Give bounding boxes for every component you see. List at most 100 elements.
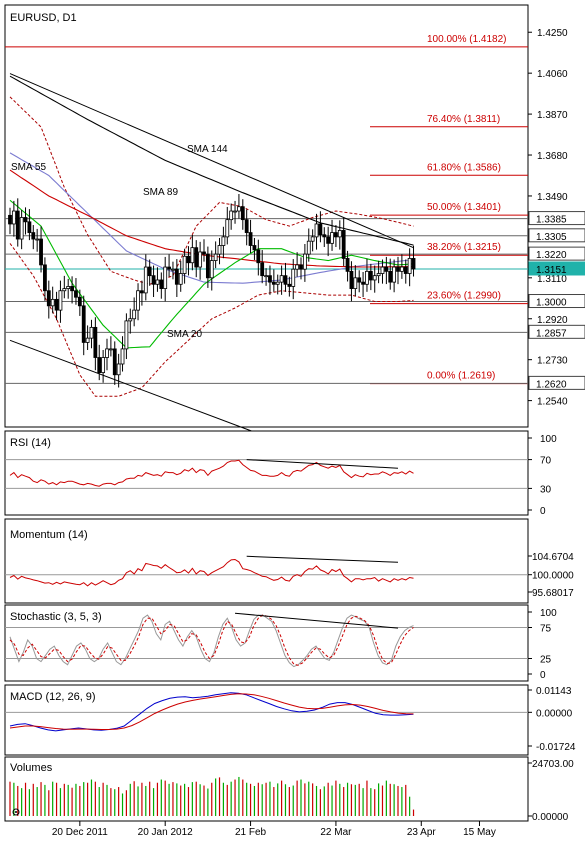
candle-body (120, 348, 125, 365)
candle-body (233, 210, 237, 213)
candle-body (178, 273, 183, 285)
candle-body (128, 318, 133, 322)
momentum-plot: 104.6704 100.0000 95.68017 (5, 552, 574, 599)
candle-body (341, 230, 346, 259)
candle-body (15, 210, 20, 240)
axis-tick-label: 30 (540, 484, 552, 495)
price-tick-label: 1.3490 (537, 192, 568, 203)
candle-body (159, 279, 164, 289)
candle-body (167, 266, 171, 270)
candle-body (302, 253, 307, 270)
candle-body (46, 290, 51, 307)
candle-body (8, 214, 12, 225)
candle-body (334, 232, 338, 238)
candle-body (74, 290, 78, 298)
candle-body (89, 326, 94, 339)
candle-body (19, 217, 24, 240)
candle-body (66, 286, 71, 289)
candle-body (27, 221, 32, 233)
price-box-label: 1.2857 (536, 328, 567, 339)
candle-body (77, 296, 82, 307)
candle-body (116, 363, 121, 376)
sma144-label: SMA 144 (187, 144, 228, 155)
fib-label: 50.00% (1.3401) (427, 202, 501, 213)
candle-body (217, 245, 222, 255)
price-box-label: 1.3220 (536, 250, 567, 261)
candle-body (202, 251, 206, 255)
axis-tick-label: -0.01724 (536, 742, 576, 753)
candle-body (283, 275, 288, 285)
series-line (9, 692, 414, 732)
candle-body (198, 251, 203, 268)
candle-body (11, 210, 16, 225)
candle-body (140, 290, 144, 294)
price-tick-label: 1.3110 (537, 274, 567, 285)
price-box-label: 1.3151 (536, 265, 567, 276)
candle-body (361, 281, 365, 285)
candle-body (314, 223, 319, 238)
candle-body (194, 247, 199, 268)
candle-body (279, 275, 284, 283)
price-box (528, 228, 585, 243)
candle-body (151, 275, 156, 285)
price-box (528, 246, 585, 261)
trendline (9, 73, 414, 249)
candle-body (318, 223, 323, 236)
fib-label: 23.60% (1.2990) (427, 291, 501, 302)
candle-body (275, 281, 280, 285)
chart-shift-icon[interactable] (12, 808, 20, 816)
candle-body (368, 270, 373, 281)
rsi-title: RSI (14) (10, 437, 51, 449)
candle-body (365, 270, 369, 285)
candle-body (81, 305, 86, 343)
candle-body (97, 357, 102, 374)
candle-body (287, 283, 292, 287)
candle-body (392, 266, 397, 283)
candle-body (240, 206, 245, 221)
candle-body (260, 262, 265, 277)
series-line (9, 459, 414, 487)
candle-body (291, 268, 296, 287)
candle-body (330, 232, 334, 244)
axis-tick-label: 0.01143 (536, 686, 572, 697)
candle-body (58, 290, 63, 311)
candle-body (136, 290, 140, 311)
price-box-label: 1.2620 (536, 379, 567, 390)
price-box (528, 375, 585, 390)
price-box (528, 294, 585, 309)
price-box (528, 211, 585, 226)
candle-body (372, 275, 377, 281)
candle-body (190, 247, 195, 264)
macd-panel: MACD (12, 26, 9) 0.01143 0.00000 -0.01724 (4, 684, 576, 756)
candle-body (229, 210, 234, 221)
candle-body (252, 245, 257, 251)
candle-body (248, 232, 253, 246)
axis-tick-label: 75 (540, 624, 552, 635)
price-box-label: 1.3000 (536, 298, 567, 309)
stochastic-title: Stochastic (3, 5, 3) (10, 611, 102, 623)
candle-body (384, 266, 389, 272)
candle-body (143, 266, 148, 294)
price-tick-label: 1.2540 (537, 397, 568, 408)
price-axis: 1.4250 1.4060 1.3870 1.3680 1.3490 1.3110 1.29… (528, 28, 585, 408)
price-panel: EURUSD, D1 100.00% (1.4182) 76.40% (1.381… (4, 4, 585, 440)
candle-body (43, 264, 47, 292)
volume-bars: 24703.00 0.00000 (9, 759, 574, 823)
sma20-label: SMA 20 (167, 329, 202, 340)
price-box-label: 1.3385 (536, 215, 567, 226)
candle-body (376, 273, 381, 277)
time-tick-label: 22 Mar (320, 827, 352, 838)
candle-body (23, 217, 28, 223)
candle-body (39, 238, 43, 266)
candle-body (54, 298, 59, 311)
candle-body (353, 277, 358, 289)
candle-body (221, 236, 226, 246)
candle-body (182, 255, 187, 274)
candle-body (357, 277, 362, 283)
candle-body (124, 320, 129, 350)
candle-body (163, 266, 168, 289)
bollinger-bands (9, 96, 414, 397)
time-tick-label: 21 Feb (235, 827, 267, 838)
